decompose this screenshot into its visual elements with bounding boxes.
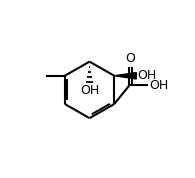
Text: O: O (125, 52, 135, 65)
Text: OH: OH (137, 69, 157, 82)
Text: OH: OH (149, 79, 168, 92)
Text: OH: OH (80, 84, 99, 97)
Polygon shape (114, 73, 136, 79)
